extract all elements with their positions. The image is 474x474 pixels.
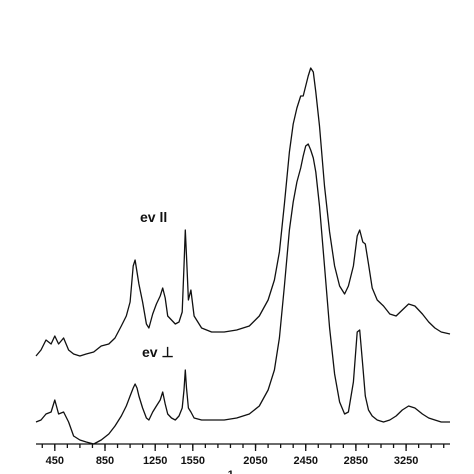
x-tick-label: 850 (96, 455, 114, 467)
x-axis-label-fragment: -1 (224, 469, 234, 474)
x-tick-label: 450 (46, 455, 64, 467)
x-tick-label: 2450 (293, 455, 317, 467)
x-tick-label: 1250 (143, 455, 167, 467)
curves-group (35, 67, 451, 445)
series-label-parallel: ev ll (140, 209, 167, 225)
x-axis-ticks (41, 444, 445, 451)
x-tick-label: 3250 (394, 455, 418, 467)
series-label-perpendicular: ev ⊥ (142, 344, 174, 360)
x-tick-label: 2850 (344, 455, 368, 467)
x-tick-label: 2050 (243, 455, 267, 467)
x-tick-label: 1550 (181, 455, 205, 467)
curve-perpendicular (35, 143, 450, 445)
curve-parallel (35, 67, 451, 357)
x-axis-tick-labels: 450 850 1250 1550 2050 2450 2850 3250 (46, 455, 419, 467)
